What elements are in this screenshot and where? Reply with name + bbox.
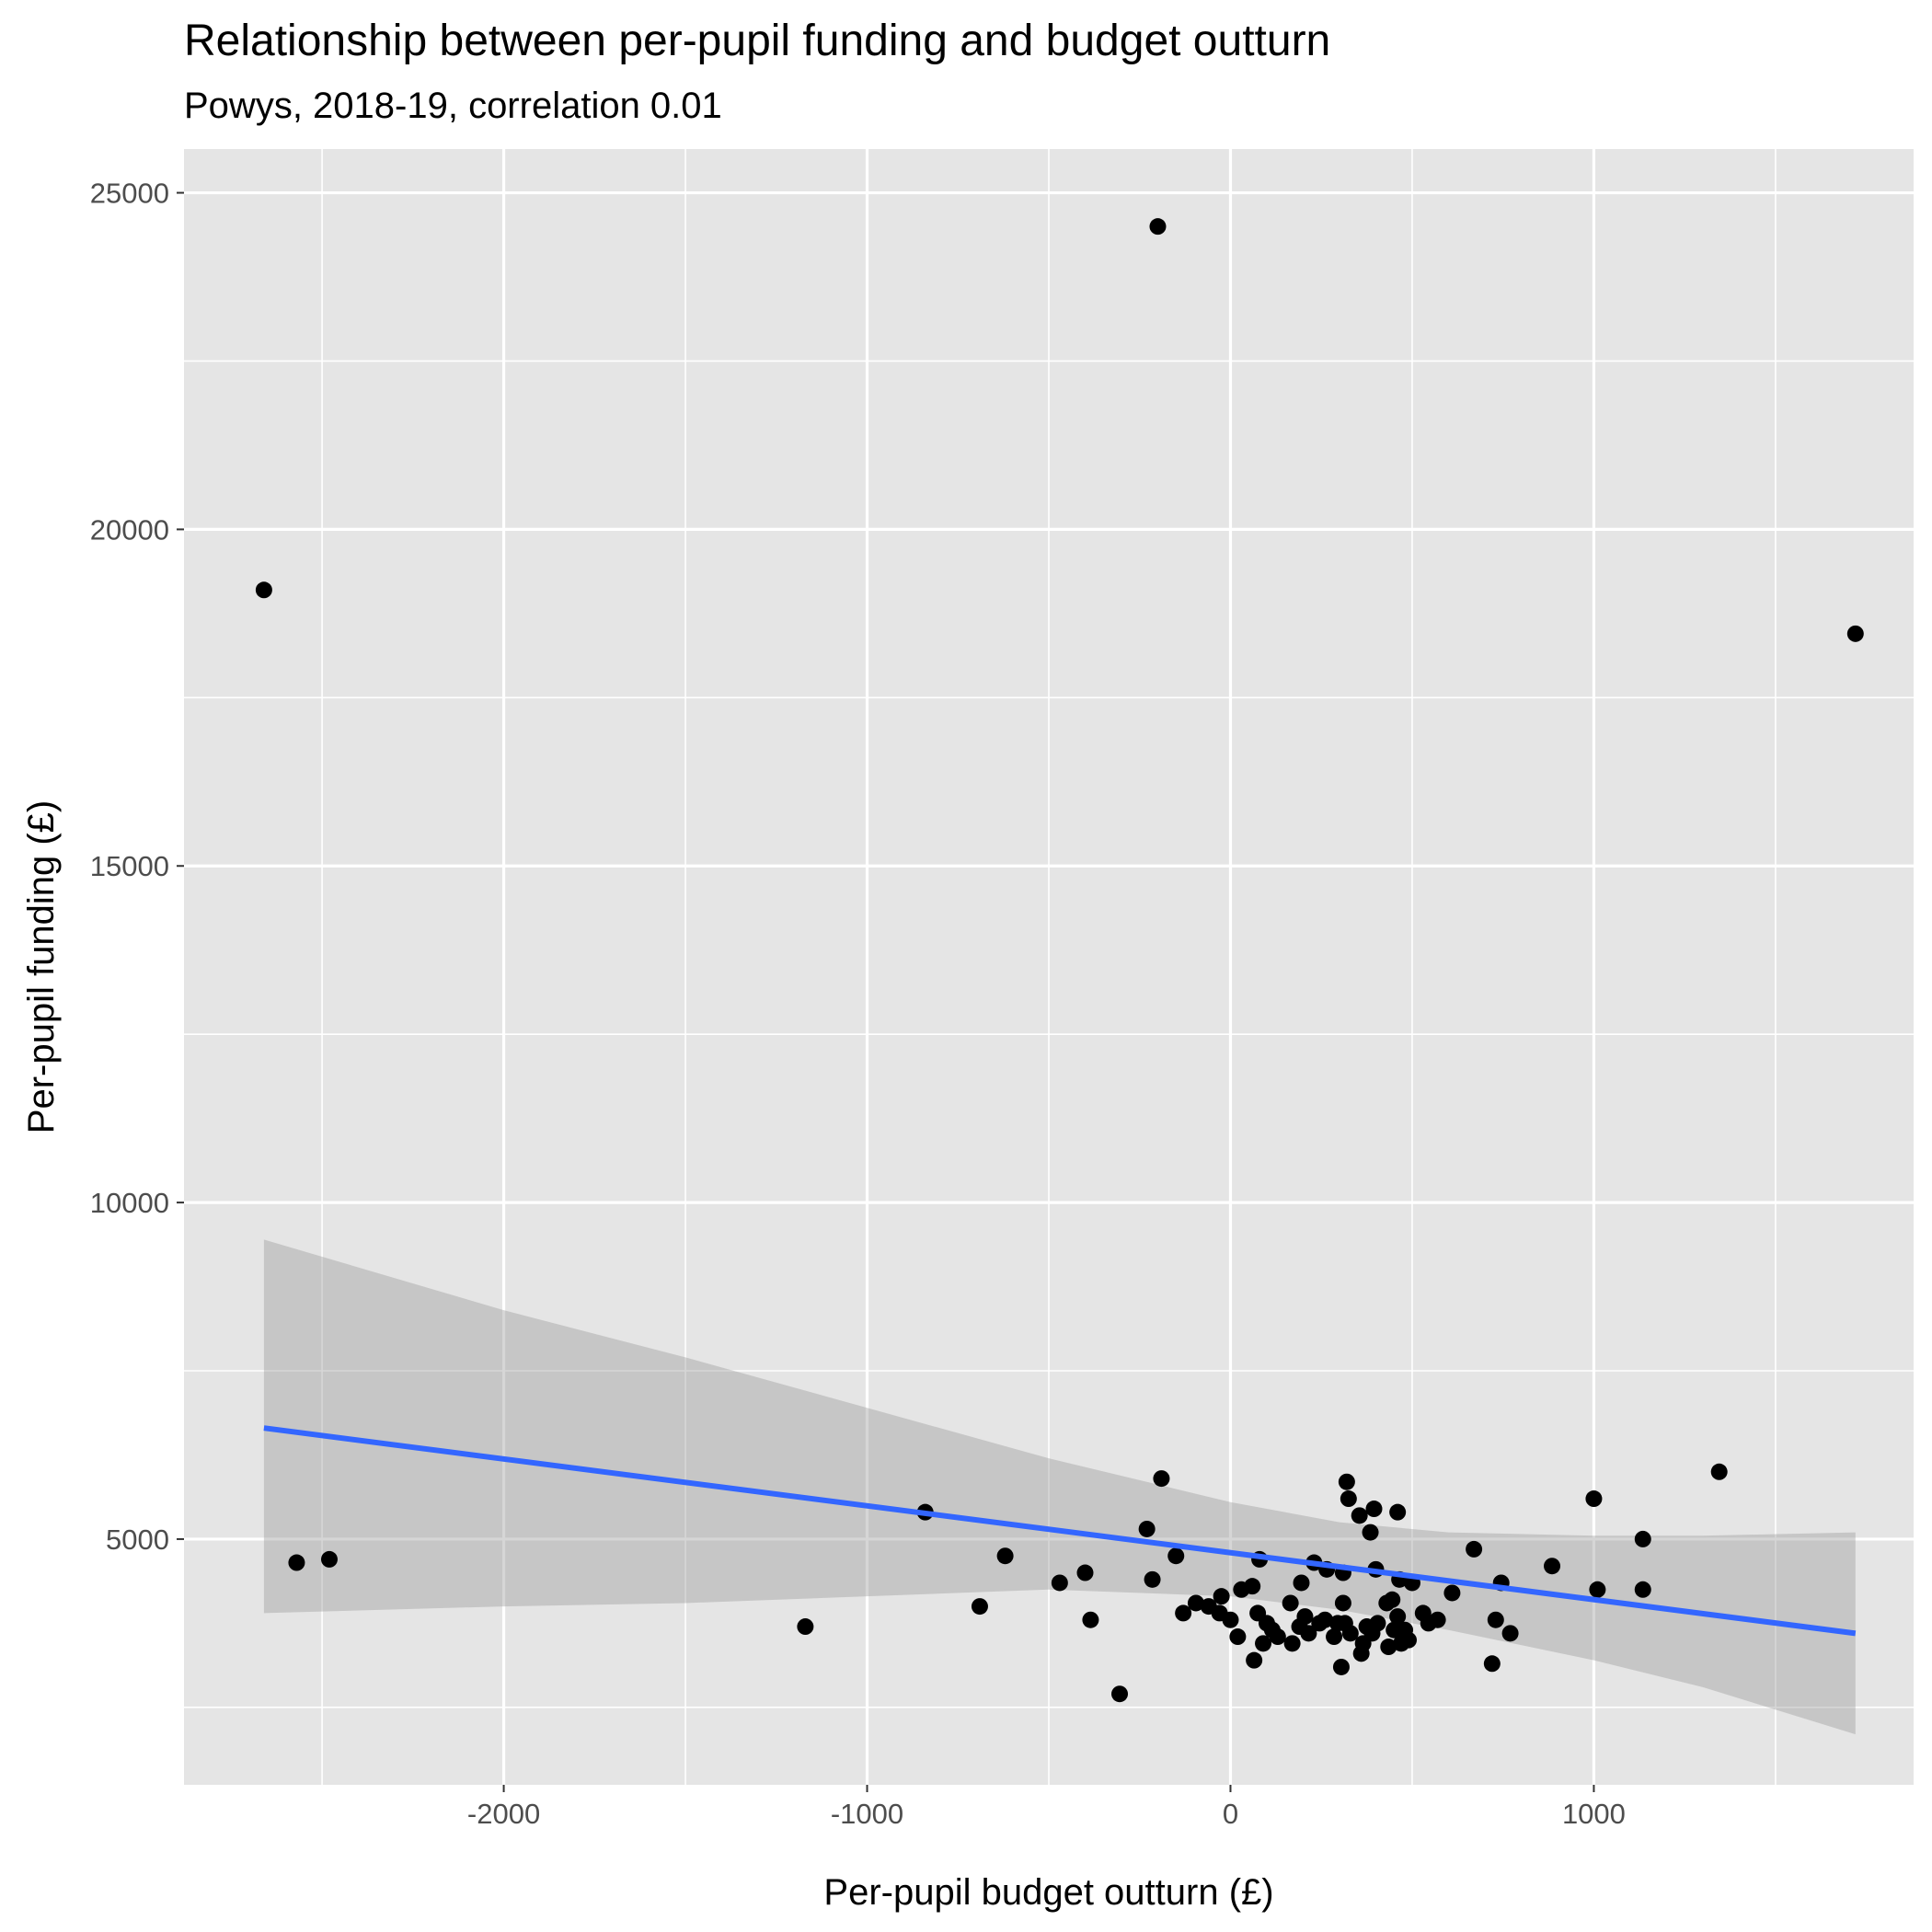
data-point (996, 1547, 1014, 1565)
data-point (1369, 1615, 1386, 1632)
data-point (1846, 625, 1864, 642)
data-point (1283, 1635, 1301, 1652)
data-point (1380, 1639, 1397, 1656)
data-point (1269, 1628, 1286, 1646)
data-point (1351, 1507, 1368, 1524)
data-point (1082, 1611, 1099, 1628)
data-point (1149, 218, 1167, 236)
data-point (1296, 1608, 1314, 1626)
y-axis-ticks: 5000 10000 15000 20000 25000 (90, 178, 184, 1556)
minor-gridlines (184, 149, 1914, 1785)
x-axis-title: Per-pupil budget outturn (£) (823, 1872, 1273, 1913)
y-tick-label: 10000 (90, 1187, 169, 1219)
data-point (1300, 1625, 1317, 1642)
y-tick-label: 20000 (90, 513, 169, 546)
data-point (1167, 1547, 1185, 1565)
data-point (1144, 1570, 1161, 1588)
data-point (1634, 1530, 1651, 1547)
y-axis-title: Per-pupil funding (£) (21, 800, 62, 1133)
data-point (288, 1554, 305, 1571)
data-point (1332, 1658, 1350, 1675)
data-point (1544, 1558, 1561, 1575)
major-gridlines (184, 149, 1914, 1785)
y-tick-label: 15000 (90, 850, 169, 882)
data-point (1429, 1611, 1446, 1628)
trend-line (263, 1425, 1857, 1637)
data-point (1585, 1490, 1603, 1508)
data-point (1282, 1594, 1299, 1612)
data-point (1400, 1631, 1418, 1649)
data-point (1389, 1503, 1407, 1521)
data-point (1483, 1655, 1501, 1673)
data-point (1443, 1584, 1461, 1602)
data-point (1175, 1604, 1192, 1622)
data-point (1384, 1591, 1401, 1608)
x-tick-label: 1000 (1562, 1798, 1626, 1830)
confidence-band (263, 1239, 1856, 1735)
data-point (1634, 1581, 1651, 1598)
chart-subtitle: Powys, 2018-19, correlation 0.01 (184, 86, 722, 126)
data-point (1213, 1588, 1230, 1605)
trend-line-layer (263, 1425, 1857, 1637)
data-point (797, 1618, 814, 1636)
data-point (255, 581, 272, 599)
y-tick-label: 5000 (106, 1524, 169, 1556)
x-tick-label: -1000 (831, 1798, 903, 1830)
data-point (1051, 1574, 1068, 1592)
data-point (1365, 1501, 1383, 1518)
data-point (1153, 1470, 1170, 1488)
data-point (1222, 1611, 1239, 1628)
data-point (1317, 1611, 1334, 1628)
chart-title: Relationship between per-pupil funding a… (184, 17, 1330, 65)
x-tick-label: 0 (1223, 1798, 1238, 1830)
data-point (1334, 1594, 1351, 1612)
data-point (1187, 1594, 1204, 1612)
confidence-band-layer (263, 1239, 1856, 1735)
data-point (1111, 1685, 1129, 1703)
data-point (1487, 1611, 1504, 1628)
x-axis-ticks: -2000 -1000 0 1000 (467, 1785, 1626, 1830)
data-point (1293, 1574, 1310, 1592)
data-point (971, 1598, 988, 1616)
data-point (1389, 1608, 1407, 1626)
data-point (1255, 1635, 1272, 1652)
data-point (1589, 1581, 1606, 1598)
data-point (1138, 1520, 1156, 1537)
data-point (1466, 1540, 1483, 1558)
data-point (320, 1550, 338, 1568)
points-layer (255, 218, 1864, 1703)
data-point (1710, 1463, 1728, 1480)
data-point (1229, 1628, 1247, 1646)
data-point (1244, 1578, 1261, 1595)
y-tick-label: 25000 (90, 178, 169, 210)
data-point (1501, 1625, 1519, 1642)
data-point (1362, 1524, 1379, 1541)
data-point (1246, 1651, 1263, 1669)
data-point (1340, 1490, 1357, 1508)
x-tick-label: -2000 (467, 1798, 540, 1830)
data-point (1338, 1473, 1355, 1490)
data-point (1076, 1564, 1094, 1581)
data-point (1341, 1625, 1359, 1642)
data-point (1326, 1628, 1343, 1646)
